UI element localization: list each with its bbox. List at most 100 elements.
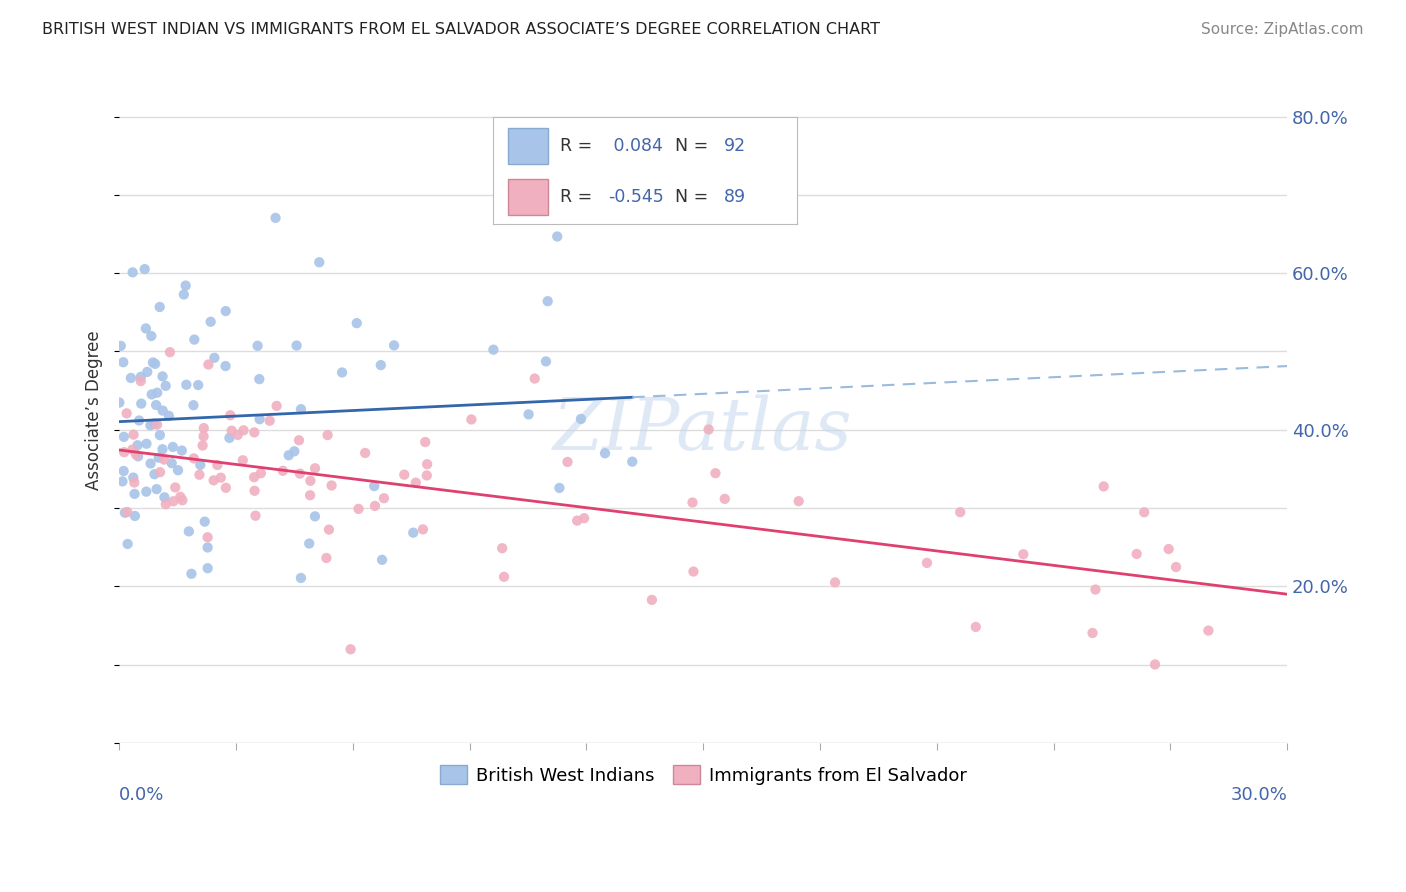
Point: [288, 434, 311, 448]
Point: [1081, 626, 1104, 640]
Point: [221, 424, 243, 438]
Point: [177, 524, 200, 539]
Point: [226, 428, 249, 442]
Point: [243, 425, 266, 440]
Point: [152, 442, 174, 457]
Point: [787, 494, 810, 508]
Point: [713, 491, 735, 506]
Point: [209, 470, 232, 484]
Point: [243, 483, 266, 498]
Point: [146, 417, 169, 432]
Point: [298, 536, 321, 550]
Point: [288, 467, 311, 481]
Point: [412, 522, 434, 536]
Point: [202, 473, 225, 487]
Point: [373, 491, 395, 506]
Point: [108, 395, 131, 409]
Point: [129, 369, 152, 384]
Point: [149, 465, 172, 479]
Point: [122, 427, 145, 442]
Point: [188, 467, 211, 482]
Point: [1084, 582, 1107, 597]
Point: [1012, 547, 1035, 561]
Point: [402, 525, 425, 540]
Point: [354, 446, 377, 460]
Point: [621, 455, 644, 469]
Point: [246, 339, 269, 353]
Point: [1157, 542, 1180, 557]
Text: 30.0%: 30.0%: [1230, 786, 1286, 805]
Point: [143, 357, 166, 371]
Point: [127, 438, 149, 452]
Point: [704, 466, 727, 480]
Point: [111, 475, 134, 489]
Point: [304, 461, 326, 475]
Point: [405, 475, 427, 490]
Point: [548, 481, 571, 495]
Point: [482, 343, 505, 357]
Point: [304, 509, 326, 524]
Point: [523, 371, 546, 385]
Point: [569, 412, 592, 426]
Point: [193, 421, 215, 435]
Point: [142, 355, 165, 369]
Point: [112, 445, 135, 459]
Point: [1125, 547, 1147, 561]
Point: [197, 561, 219, 575]
Point: [191, 438, 214, 452]
Point: [215, 481, 238, 495]
Point: [129, 396, 152, 410]
Point: [285, 338, 308, 352]
Point: [128, 413, 150, 427]
Point: [188, 458, 211, 472]
Point: [173, 287, 195, 301]
Point: [339, 642, 361, 657]
Point: [170, 443, 193, 458]
Point: [124, 475, 146, 490]
Point: [965, 620, 987, 634]
Y-axis label: Associate’s Degree: Associate’s Degree: [86, 330, 103, 490]
Point: [162, 440, 184, 454]
Point: [207, 458, 229, 472]
Point: [321, 478, 343, 492]
Point: [416, 468, 439, 483]
Point: [127, 450, 149, 464]
Point: [160, 456, 183, 470]
Point: [141, 387, 163, 401]
Point: [245, 508, 267, 523]
Point: [534, 354, 557, 368]
Point: [214, 359, 236, 373]
Point: [277, 448, 299, 462]
Point: [124, 487, 146, 501]
Point: [243, 470, 266, 484]
Point: [117, 505, 139, 519]
Point: [112, 355, 135, 369]
Point: [299, 474, 322, 488]
Point: [152, 403, 174, 417]
Point: [197, 530, 219, 544]
Point: [259, 414, 281, 428]
Point: [318, 523, 340, 537]
Point: [115, 406, 138, 420]
Point: [347, 502, 370, 516]
Point: [146, 385, 169, 400]
Point: [271, 464, 294, 478]
Point: [330, 366, 353, 380]
Point: [266, 399, 288, 413]
Point: [194, 515, 217, 529]
Point: [247, 372, 270, 386]
Point: [315, 551, 337, 566]
Point: [824, 575, 846, 590]
Text: 0.0%: 0.0%: [120, 786, 165, 805]
Point: [180, 566, 202, 581]
Point: [197, 541, 219, 555]
Point: [546, 229, 568, 244]
Point: [139, 418, 162, 433]
Legend: British West Indians, Immigrants from El Salvador: British West Indians, Immigrants from El…: [430, 756, 976, 794]
Point: [121, 442, 143, 457]
Point: [290, 571, 312, 585]
Point: [159, 345, 181, 359]
Point: [219, 409, 242, 423]
Point: [517, 408, 540, 422]
Point: [148, 450, 170, 465]
